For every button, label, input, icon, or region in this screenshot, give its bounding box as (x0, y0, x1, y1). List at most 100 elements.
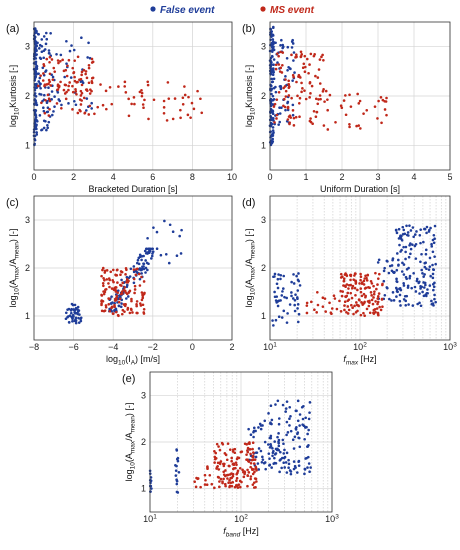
data-point (233, 485, 237, 489)
data-point (142, 280, 146, 283)
data-point (309, 466, 312, 469)
data-point (418, 301, 421, 305)
panel-label: (b) (242, 23, 255, 35)
data-point (399, 288, 403, 292)
data-point (346, 291, 350, 295)
data-point (290, 96, 293, 100)
data-point (127, 97, 130, 101)
data-point (379, 308, 383, 312)
data-point (268, 464, 271, 467)
y-tick-label: 3 (25, 42, 30, 52)
data-point (367, 286, 370, 289)
data-point (222, 473, 226, 476)
data-point (174, 474, 178, 477)
data-point (364, 295, 367, 299)
data-point (249, 465, 252, 469)
data-point (422, 240, 425, 244)
data-point (295, 55, 298, 59)
data-point (299, 50, 303, 54)
data-point (120, 284, 123, 287)
data-point (227, 481, 230, 485)
data-point (356, 92, 359, 96)
data-point (372, 284, 375, 288)
data-point (360, 301, 363, 304)
data-point (386, 286, 389, 290)
data-point (44, 42, 48, 46)
data-point (296, 289, 300, 292)
data-point (285, 400, 289, 403)
data-point (208, 473, 212, 477)
x-tick-label: 0 (267, 172, 272, 182)
data-point (376, 117, 379, 120)
data-point (271, 319, 274, 322)
data-point (269, 72, 272, 75)
data-point (376, 297, 380, 300)
data-point (218, 480, 221, 483)
data-point (328, 301, 331, 305)
data-point (34, 124, 38, 128)
data-point (314, 74, 317, 78)
panel-label: (e) (122, 373, 135, 385)
data-point (144, 271, 147, 274)
data-point (316, 102, 320, 106)
data-point (414, 290, 418, 293)
data-point (124, 267, 128, 270)
data-point (276, 399, 280, 403)
data-point (46, 106, 50, 110)
data-point (422, 294, 426, 298)
data-point (162, 106, 166, 109)
data-point (419, 228, 422, 231)
data-point (167, 261, 171, 265)
data-point (427, 268, 431, 271)
data-point (272, 71, 275, 74)
data-point (236, 486, 240, 489)
data-point (76, 111, 80, 115)
data-point (367, 304, 371, 308)
data-point (143, 98, 146, 102)
data-point (295, 274, 298, 278)
data-point (362, 279, 366, 283)
data-point (274, 85, 277, 89)
data-point (418, 233, 422, 237)
data-point (287, 83, 290, 86)
data-point (348, 93, 351, 97)
data-point (120, 302, 123, 305)
data-point (179, 108, 182, 112)
data-point (140, 94, 144, 98)
data-point (340, 294, 344, 298)
data-point (288, 114, 292, 117)
data-point (74, 103, 78, 107)
data-point (252, 458, 256, 462)
data-point (392, 299, 396, 302)
data-point (277, 63, 281, 66)
data-point (382, 269, 386, 273)
data-point (36, 119, 39, 123)
data-point (56, 59, 60, 62)
data-point (76, 55, 80, 59)
data-point (310, 300, 313, 304)
data-point (272, 275, 275, 279)
data-point (139, 255, 142, 259)
data-point (316, 290, 319, 294)
data-point (275, 448, 279, 452)
data-point (372, 311, 375, 315)
data-point (282, 86, 285, 90)
data-point (251, 472, 255, 476)
x-tick-label: 4 (411, 172, 416, 182)
data-point (406, 231, 410, 234)
data-point (125, 292, 129, 296)
data-point (395, 252, 399, 255)
data-point (291, 113, 295, 117)
data-point (309, 52, 313, 56)
y-tick-label: 2 (141, 437, 146, 447)
data-point (378, 305, 381, 309)
y-axis-label: log10Kurtosis [-] (8, 65, 21, 127)
data-point (148, 249, 151, 253)
y-axis-label: log10Kurtosis [-] (244, 65, 257, 127)
data-point (40, 101, 43, 105)
data-point (183, 93, 187, 97)
data-point (273, 456, 276, 460)
data-point (35, 131, 38, 134)
data-point (223, 462, 226, 466)
data-point (140, 272, 143, 275)
